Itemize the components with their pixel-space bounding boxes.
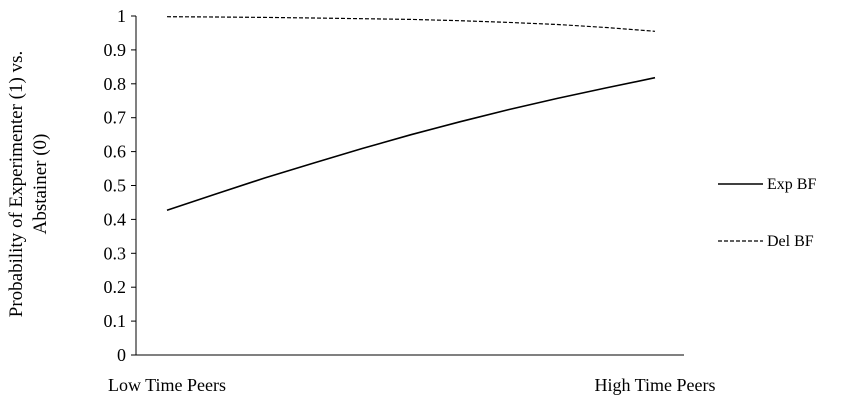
series-line-del-bf [166, 16, 656, 32]
y-axis-title: Probability of Experimenter (1) vs. Abst… [6, 51, 51, 317]
y-tick-label: 0.3 [104, 243, 127, 263]
y-tick-label: 0.8 [104, 74, 127, 94]
legend: Exp BF Del BF [718, 176, 816, 250]
legend-label: Exp BF [767, 176, 816, 193]
legend-label: Del BF [767, 233, 814, 250]
y-axis-title-line-1: Probability of Experimenter (1) vs. [6, 51, 27, 317]
series-line-exp-bf [166, 76, 656, 211]
y-tick-label: 0.1 [104, 311, 127, 331]
y-tick-label: 1 [117, 6, 126, 26]
x-tick-label: High Time Peers [594, 375, 715, 395]
y-axis-title-line-2: Abstainer (0) [30, 134, 51, 235]
axes [135, 16, 684, 356]
y-ticks: 0 0.1 0.2 0.3 0.4 0.5 0.6 0.7 0.8 0.9 1 [104, 6, 136, 365]
y-tick-label: 0.2 [104, 277, 127, 297]
y-tick-label: 0 [117, 345, 126, 365]
x-ticks: Low Time Peers High Time Peers [108, 375, 716, 395]
x-tick-label: Low Time Peers [108, 375, 226, 395]
y-tick-label: 0.9 [104, 40, 127, 60]
series-lines [166, 16, 656, 211]
y-tick-label: 0.7 [104, 108, 127, 128]
y-tick-label: 0.6 [104, 142, 127, 162]
y-tick-label: 0.5 [104, 176, 127, 196]
y-tick-label: 0.4 [104, 209, 127, 229]
